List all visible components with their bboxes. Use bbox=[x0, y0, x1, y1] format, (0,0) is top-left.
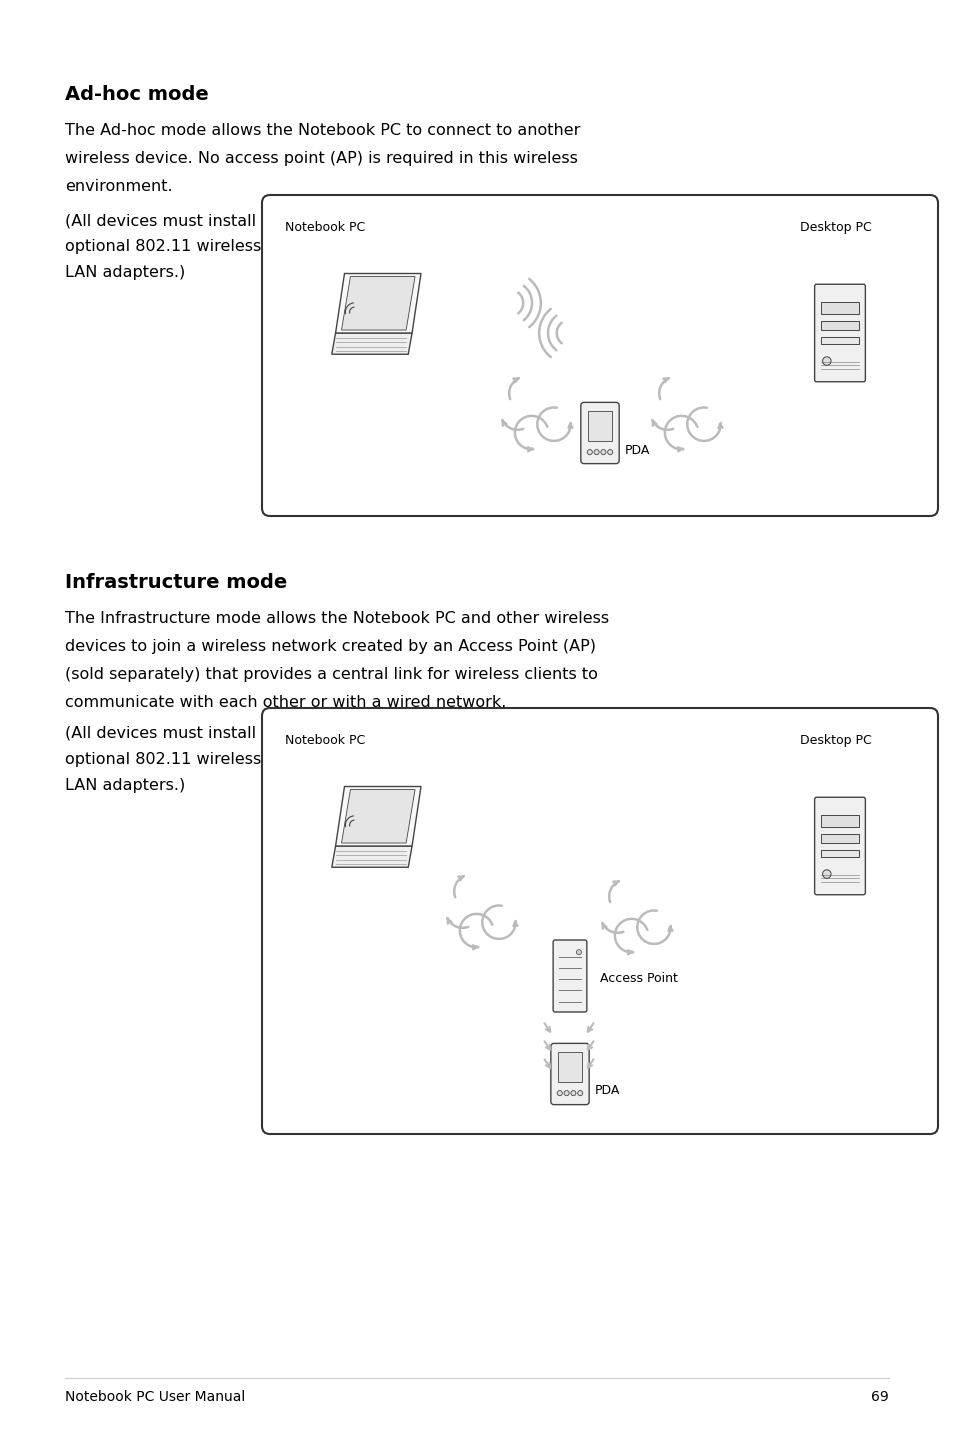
Text: communicate with each other or with a wired network.: communicate with each other or with a wi… bbox=[65, 695, 506, 710]
FancyBboxPatch shape bbox=[580, 403, 618, 463]
FancyBboxPatch shape bbox=[814, 285, 864, 381]
Text: LAN adapters.): LAN adapters.) bbox=[65, 265, 185, 280]
FancyBboxPatch shape bbox=[820, 338, 859, 344]
FancyBboxPatch shape bbox=[820, 302, 859, 315]
Text: PDA: PDA bbox=[624, 444, 650, 457]
Circle shape bbox=[607, 450, 612, 454]
FancyBboxPatch shape bbox=[553, 940, 586, 1012]
Circle shape bbox=[576, 949, 581, 955]
FancyBboxPatch shape bbox=[587, 411, 611, 441]
Polygon shape bbox=[332, 846, 412, 867]
Circle shape bbox=[563, 1090, 569, 1096]
Text: Notebook PC: Notebook PC bbox=[285, 221, 365, 234]
Polygon shape bbox=[335, 787, 420, 846]
Text: optional 802.11 wireless: optional 802.11 wireless bbox=[65, 752, 261, 766]
Circle shape bbox=[557, 1090, 561, 1096]
Text: (sold separately) that provides a central link for wireless clients to: (sold separately) that provides a centra… bbox=[65, 667, 598, 682]
Text: Notebook PC User Manual: Notebook PC User Manual bbox=[65, 1391, 245, 1403]
FancyBboxPatch shape bbox=[262, 707, 937, 1135]
Text: Ad-hoc mode: Ad-hoc mode bbox=[65, 85, 209, 104]
Polygon shape bbox=[341, 276, 415, 331]
FancyBboxPatch shape bbox=[820, 815, 859, 827]
Text: The Ad-hoc mode allows the Notebook PC to connect to another: The Ad-hoc mode allows the Notebook PC t… bbox=[65, 124, 579, 138]
Text: LAN adapters.): LAN adapters.) bbox=[65, 778, 185, 792]
Text: Desktop PC: Desktop PC bbox=[800, 221, 871, 234]
Text: (All devices must install: (All devices must install bbox=[65, 213, 255, 229]
FancyBboxPatch shape bbox=[820, 834, 859, 843]
Circle shape bbox=[594, 450, 598, 454]
FancyBboxPatch shape bbox=[820, 321, 859, 331]
Text: Access Point: Access Point bbox=[599, 972, 678, 985]
Polygon shape bbox=[335, 273, 420, 334]
Text: Infrastructure mode: Infrastructure mode bbox=[65, 572, 287, 592]
Text: environment.: environment. bbox=[65, 178, 172, 194]
FancyBboxPatch shape bbox=[820, 850, 859, 857]
Text: optional 802.11 wireless: optional 802.11 wireless bbox=[65, 239, 261, 255]
Polygon shape bbox=[341, 789, 415, 843]
Text: Desktop PC: Desktop PC bbox=[800, 733, 871, 746]
Circle shape bbox=[570, 1090, 576, 1096]
Circle shape bbox=[821, 357, 830, 365]
Text: PDA: PDA bbox=[595, 1084, 619, 1097]
Circle shape bbox=[600, 450, 605, 454]
Text: devices to join a wireless network created by an Access Point (AP): devices to join a wireless network creat… bbox=[65, 638, 596, 654]
Circle shape bbox=[578, 1090, 582, 1096]
Text: (All devices must install: (All devices must install bbox=[65, 726, 255, 741]
Circle shape bbox=[821, 870, 830, 879]
FancyBboxPatch shape bbox=[262, 196, 937, 516]
Circle shape bbox=[587, 450, 592, 454]
Text: Notebook PC: Notebook PC bbox=[285, 733, 365, 746]
FancyBboxPatch shape bbox=[550, 1044, 589, 1104]
Text: wireless device. No access point (AP) is required in this wireless: wireless device. No access point (AP) is… bbox=[65, 151, 578, 165]
Text: 69: 69 bbox=[870, 1391, 888, 1403]
Text: The Infrastructure mode allows the Notebook PC and other wireless: The Infrastructure mode allows the Noteb… bbox=[65, 611, 608, 626]
FancyBboxPatch shape bbox=[558, 1053, 581, 1083]
Polygon shape bbox=[332, 334, 412, 354]
FancyBboxPatch shape bbox=[814, 797, 864, 894]
